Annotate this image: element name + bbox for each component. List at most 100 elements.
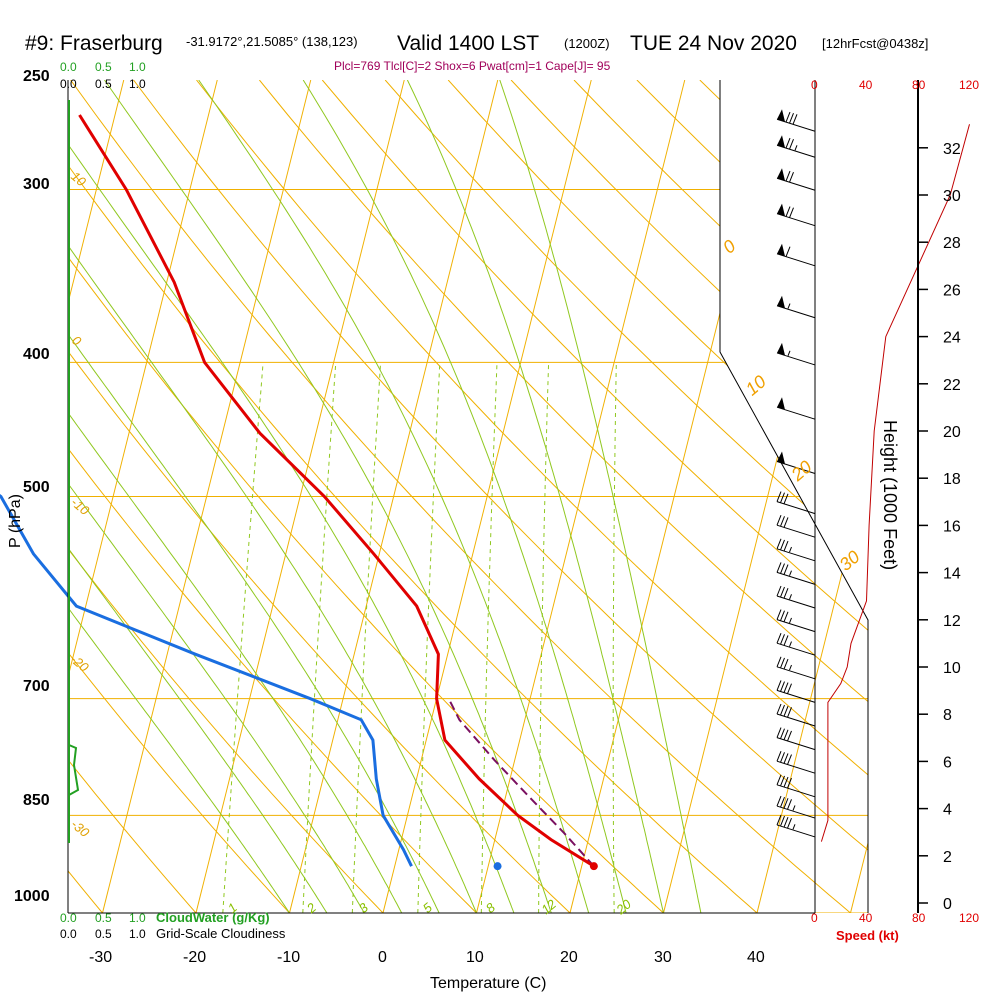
height-tick-label: 28 [943, 235, 961, 252]
wind-barb-feather [783, 611, 789, 622]
temp-tick: 40 [747, 949, 765, 966]
mixing-ratio-label: 2 [303, 899, 320, 916]
wind-barb-staff [776, 805, 816, 819]
moist-adiabat [68, 80, 403, 913]
wind-barb [776, 585, 816, 609]
temp-tick: 10 [466, 949, 484, 966]
dry-adiabat-label: -20 [68, 651, 93, 675]
wind-barb-feather [780, 704, 785, 716]
wind-barb-feather [783, 658, 789, 670]
wind-speed-profile [820, 124, 970, 842]
speed-scale-bottom: 0 40 80 120 [811, 911, 979, 925]
wind-barb-half [789, 664, 792, 671]
wind-barb-half [789, 594, 792, 600]
wind-barb-flag [777, 135, 785, 148]
wind-barb-feather [789, 207, 794, 218]
wind-barb-feather [780, 815, 785, 827]
cloudiness-label: Grid-Scale Cloudiness [156, 926, 286, 941]
height-axis-label: Height (1000 Feet) [880, 420, 900, 570]
wind-barb-feather [776, 538, 782, 549]
wind-barb-feather [787, 754, 792, 765]
dewpoint-line [0, 493, 413, 867]
wind-barb-feather [776, 515, 782, 526]
dry-adiabat [259, 80, 868, 913]
dry-adiabat [447, 80, 868, 913]
moist-adiabat [68, 80, 440, 913]
wind-barb [776, 774, 816, 798]
moist-adiabat [68, 80, 290, 913]
wind-barb-feather [785, 206, 791, 217]
mixing-ratio-line [480, 362, 498, 913]
wind-barb-feather [783, 540, 789, 552]
cloudwater-tick: 0.0 [60, 911, 77, 925]
moist-adiabat [68, 80, 328, 913]
wind-barb-staff [776, 666, 816, 680]
moist-adiabat [406, 80, 664, 913]
wind-barb-feather [783, 816, 789, 828]
wind-barb-half [789, 641, 792, 647]
cloudwater-label: CloudWater (g/Kg) [156, 910, 270, 925]
dry-adiabat [384, 80, 868, 913]
wind-barb [776, 135, 816, 158]
wind-barb-feather [789, 113, 794, 124]
wind-barb-feather [785, 170, 791, 182]
wind-barb-half [794, 145, 798, 151]
height-tick-label: 4 [943, 802, 952, 819]
wind-barb-half [792, 824, 796, 830]
wind-barb-half [789, 617, 792, 624]
speed-tick: 40 [859, 911, 873, 925]
forecast-info: [12hrFcst@0438z] [822, 36, 928, 51]
pressure-tick: 700 [23, 678, 50, 695]
wind-barb-staff [776, 824, 816, 838]
wind-barb-staff [776, 571, 816, 585]
wind-barb [776, 795, 816, 819]
wind-barb-feather [780, 657, 785, 669]
wind-barb-staff [776, 737, 816, 751]
dry-adiabat [68, 80, 290, 913]
wind-barb [776, 633, 816, 656]
wind-barb-flag [777, 203, 785, 217]
moist-adiabat-label: 10 [742, 371, 770, 399]
height-tick-label: 8 [943, 707, 952, 724]
wind-barb [776, 609, 816, 633]
surface-dewpoint-marker [493, 862, 502, 871]
wind-barb-feather [776, 585, 782, 597]
wind-barb-feather [776, 751, 782, 762]
wind-barb [776, 751, 816, 774]
wind-barb-half [789, 570, 792, 576]
cloudwater-scale-top: 0.0 0.5 1.0 0.0 0.5 1.0 [60, 60, 146, 91]
wind-barb-feather [792, 114, 798, 125]
temp-tick: -30 [89, 949, 112, 966]
wind-barb-feather [780, 586, 785, 598]
wind-barb-feather [776, 633, 782, 644]
height-tick-label: 18 [943, 471, 961, 488]
wind-barb-flag [777, 397, 785, 410]
temp-tick: 30 [654, 949, 672, 966]
wind-barb-feather [780, 610, 785, 621]
wind-barb-feather [783, 776, 789, 788]
speed-tick: 80 [912, 911, 926, 925]
right-panels [776, 109, 970, 842]
mixing-ratio-label: 20 [612, 896, 634, 918]
moist-adiabat-label: 30 [835, 547, 863, 575]
wind-barb [776, 680, 816, 703]
temperature-line [78, 114, 595, 868]
wind-barb-feather [787, 777, 792, 789]
height-tick-label: 20 [943, 424, 961, 441]
wind-barb-staff [776, 524, 816, 538]
speed-tick: 80 [912, 78, 926, 92]
mixing-ratio-line [351, 362, 382, 913]
wind-barb [776, 491, 816, 515]
temperature-axis-label: Temperature (C) [430, 975, 546, 992]
cloudiness-tick: 0.5 [95, 77, 112, 91]
temp-tick: -20 [183, 949, 206, 966]
temp-tick: -10 [277, 949, 300, 966]
mixing-ratio-line [222, 362, 264, 913]
wind-barb-feather [776, 656, 782, 667]
wind-barb-feather [776, 562, 782, 573]
temperature-ticks: -30 -20 -10 0 10 20 30 40 [89, 949, 765, 966]
isotherm [68, 80, 125, 913]
wind-barb [776, 814, 816, 838]
